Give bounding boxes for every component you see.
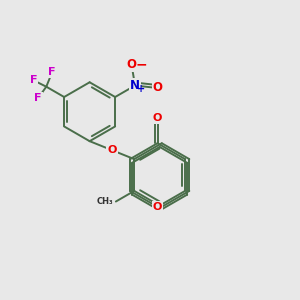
Text: F: F [34,93,42,103]
Text: N: N [130,79,140,92]
Text: O: O [107,145,117,155]
Text: O: O [153,81,163,94]
Text: F: F [30,75,37,85]
Text: O: O [127,58,136,71]
Text: O: O [153,202,162,212]
Text: −: − [135,57,147,71]
Text: O: O [153,113,162,123]
Text: +: + [137,84,146,94]
Text: F: F [48,67,56,77]
Text: CH₃: CH₃ [97,197,113,206]
